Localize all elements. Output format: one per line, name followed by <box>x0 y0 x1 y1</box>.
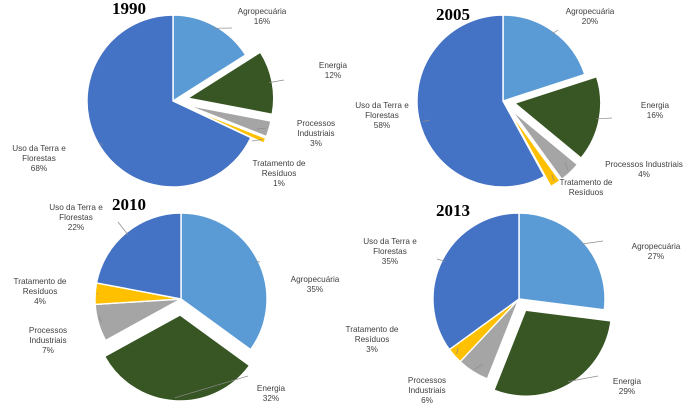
data-label-energia: Energia 12% <box>319 61 348 80</box>
pie-slice-energia <box>493 309 612 397</box>
pie-chart-2010: Agropecuária 35% Energia 32% Processos Indust… <box>14 195 340 403</box>
data-label-processos-industriais: Processos Industriais 4% <box>605 160 683 179</box>
data-label-tratamento-de-residuos: Tratamento de Resíduos <box>560 178 613 197</box>
pie-chart-2005: Agropecuária 20% Energia 16% Processos Indus… <box>355 5 683 197</box>
pie-slice-uso-da-terra-e-florestas <box>432 212 520 351</box>
data-label-tratamento-de-residuos: Tratamento de Resíduos 4% <box>14 277 67 306</box>
chart-title-2005: 2005 <box>436 5 470 24</box>
pie-slice-agropecuaria <box>502 14 586 102</box>
pie-slice-agropecuaria <box>518 212 606 311</box>
leader-line-energia <box>269 79 285 83</box>
leader-line-uso-da-terra-e-florestas <box>422 119 431 122</box>
data-label-energia: Energia 29% <box>613 377 642 396</box>
pie-slice-agropecuaria <box>180 212 268 351</box>
pie-slice-processos-industriais <box>510 109 579 181</box>
data-label-agropecuaria: Agropecuária 35% <box>291 275 340 294</box>
pie-slice-energia <box>513 75 602 160</box>
leader-line-tratamento-de-residuos <box>551 174 555 182</box>
leader-line-energia <box>567 375 599 382</box>
leader-line-agropecuaria <box>581 240 604 245</box>
data-label-uso-da-terra-e-florestas: Uso da Terra e Florestas 58% <box>355 101 409 130</box>
pie-chart-1990: Agropecuária 16% Energia 12% Processos Indust… <box>12 0 347 188</box>
data-label-energia: Energia 16% <box>641 101 670 120</box>
leader-line-processos-industriais <box>474 363 484 370</box>
pie-chart-2013: Agropecuária 27% Energia 29% Processos Indust… <box>346 201 681 405</box>
pie-slice-tratamento-de-residuos <box>508 110 561 188</box>
data-label-tratamento-de-residuos: Tratamento de Resíduos 1% <box>253 159 306 188</box>
pie-slice-agropecuaria <box>172 14 247 103</box>
data-label-energia: Energia 32% <box>257 384 286 403</box>
leader-line-energia <box>596 117 613 120</box>
data-label-uso-da-terra-e-florestas: Uso da Terra e Florestas 68% <box>12 144 66 173</box>
data-label-agropecuaria: Agropecuária 16% <box>238 7 287 26</box>
leader-line-tratamento-de-residuos <box>456 347 459 354</box>
leader-line-processos-industriais <box>256 127 267 130</box>
leader-line-uso-da-terra-e-florestas <box>436 258 446 262</box>
leader-line-processos-industriais <box>98 315 102 323</box>
data-label-agropecuaria: Agropecuária 27% <box>632 242 681 261</box>
leader-line-tratamento-de-residuos <box>251 139 263 142</box>
data-label-uso-da-terra-e-florestas: Uso da Terra e Florestas 35% <box>363 237 417 266</box>
data-label-tratamento-de-residuos: Tratamento de Resíduos 3% <box>346 325 399 354</box>
pie-slice-uso-da-terra-e-florestas <box>86 14 252 188</box>
leader-line-agropecuaria <box>254 260 261 263</box>
chart-title-2013: 2013 <box>436 201 470 220</box>
data-label-processos-industriais: Processos Industriais 7% <box>29 326 67 355</box>
leader-line-agropecuaria <box>551 29 559 35</box>
data-label-processos-industriais: Processos Industriais 6% <box>408 376 446 405</box>
leader-line-uso-da-terra-e-florestas <box>117 221 129 236</box>
chart-title-1990: 1990 <box>112 0 146 18</box>
leader-line-uso-da-terra-e-florestas <box>99 142 104 146</box>
data-label-agropecuaria: Agropecuária 20% <box>566 7 615 26</box>
pie-slice-uso-da-terra-e-florestas <box>416 14 546 188</box>
data-label-uso-da-terra-e-florestas: Uso da Terra e Florestas 22% <box>49 203 103 232</box>
data-label-processos-industriais: Processos Industriais 3% <box>297 119 335 148</box>
leader-line-energia <box>174 375 249 399</box>
pie-slice-processos-industriais <box>186 104 272 138</box>
chart-title-2010: 2010 <box>112 195 146 214</box>
leader-line-processos-industriais <box>564 161 569 171</box>
